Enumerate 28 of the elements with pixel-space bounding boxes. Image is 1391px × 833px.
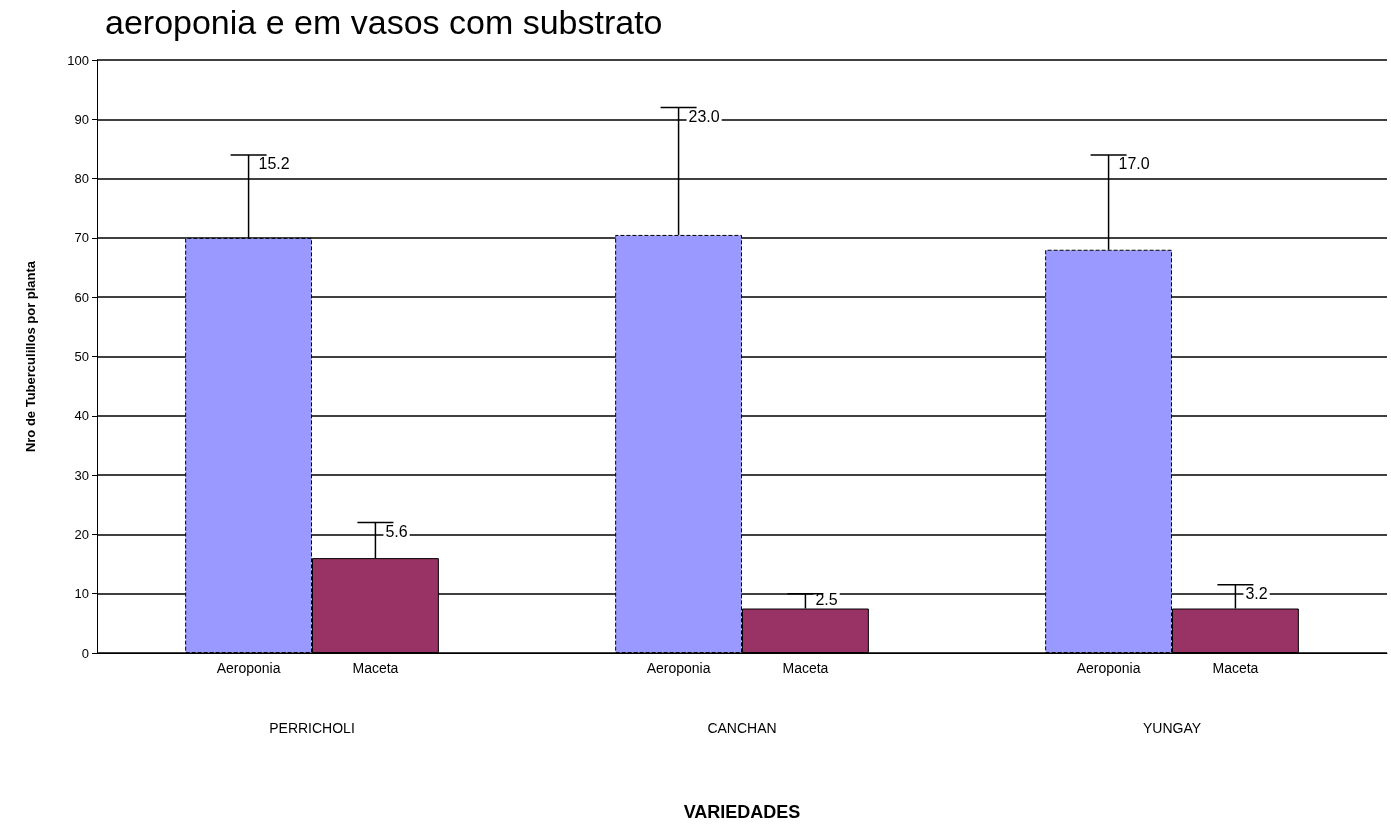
annotation: 3.2	[1245, 585, 1268, 603]
x-tick-label: PERRICHOLI	[269, 720, 355, 736]
y-tick-label: 60	[74, 289, 89, 305]
annotation: 23.0	[688, 107, 720, 125]
y-tick-label: 20	[74, 526, 89, 542]
chart-title: aeroponia e em vasos com substrato	[105, 3, 663, 41]
y-tick-label: 70	[74, 230, 89, 246]
x-tick-label: CANCHAN	[707, 720, 777, 736]
y-tick-label: 30	[74, 467, 89, 483]
y-tick-label: 80	[74, 171, 89, 187]
series-label: Maceta	[352, 660, 399, 676]
annotation: 5.6	[385, 523, 408, 541]
x-axis-title: VARIEDADES	[683, 802, 801, 822]
x-tick-label: YUNGAY	[1142, 720, 1202, 736]
text: Aeroponia	[1076, 660, 1141, 676]
y-tick-label: 50	[74, 349, 89, 364]
y-tick-label: 0	[81, 645, 89, 661]
text: Maceta	[782, 660, 829, 676]
annotation: 15.2	[258, 155, 290, 173]
annotation: 17.0	[1118, 155, 1150, 173]
text: Aeroponia	[646, 660, 711, 676]
y-tick-label: 100	[67, 52, 89, 68]
y-axis-title: Nro de Tuberculillos por planta	[23, 260, 38, 453]
y-tick-label: 10	[74, 586, 89, 602]
y-tick-label: 40	[74, 408, 89, 424]
y-tick-label: 90	[74, 111, 89, 127]
text: Maceta	[1212, 660, 1259, 676]
series-label: Aeroponia	[216, 660, 281, 676]
